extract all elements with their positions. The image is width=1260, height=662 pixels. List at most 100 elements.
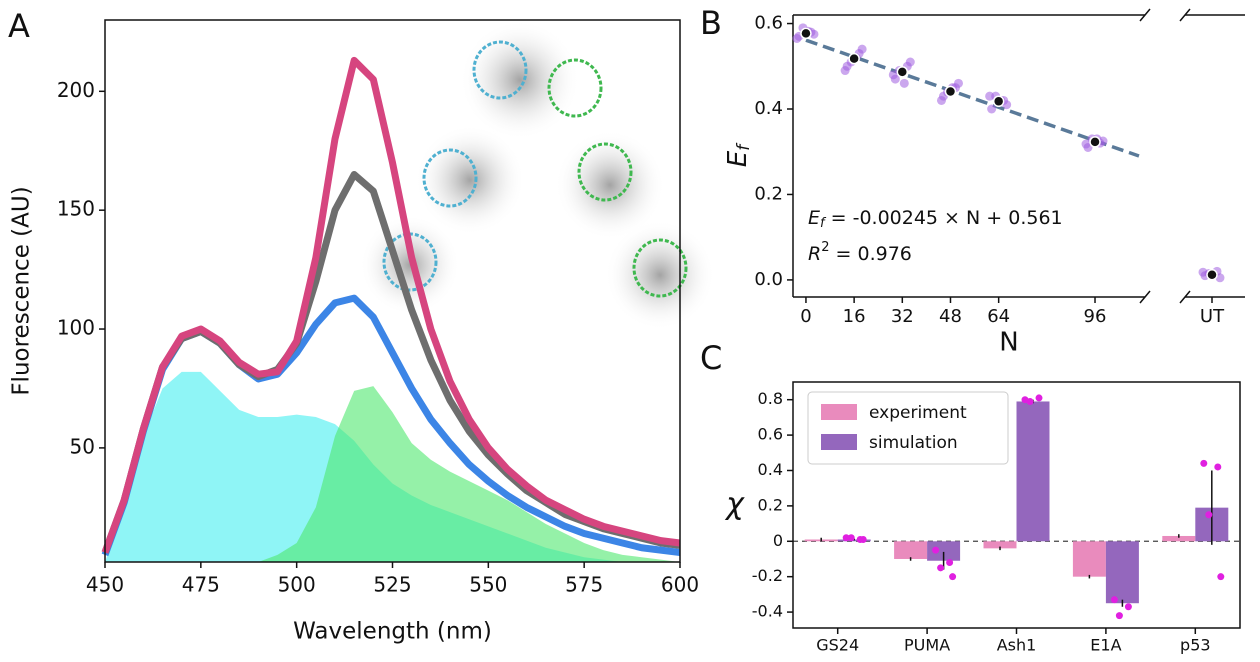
sample-point <box>1026 397 1034 405</box>
x-tick-label: 16 <box>843 306 866 327</box>
legend-box <box>807 391 1009 465</box>
y-tick-label: 0.0 <box>754 269 783 290</box>
y-tick-label: 50 <box>70 434 95 458</box>
protein-illustration <box>605 220 715 330</box>
panel-label: A <box>8 7 30 45</box>
protein-illustration <box>577 142 633 202</box>
x-tick-label: GS24 <box>816 636 859 655</box>
y-tick-label: 0.2 <box>758 495 783 514</box>
x-tick-label: 96 <box>1084 306 1107 327</box>
line <box>101 56 681 554</box>
bar <box>894 541 928 559</box>
protein-illustration <box>547 58 603 118</box>
sample-point <box>1205 511 1213 519</box>
sample-point <box>985 91 995 101</box>
y-tick-label: 0.6 <box>754 13 783 34</box>
sample-point <box>987 104 997 114</box>
axis-break <box>1179 290 1191 304</box>
axis-break <box>1139 8 1151 22</box>
y-tick-label: 100 <box>57 316 95 340</box>
fit-line <box>805 38 1140 158</box>
sample-point <box>1217 573 1225 581</box>
sample-point <box>1081 139 1091 149</box>
mean-point <box>1206 269 1218 281</box>
legend-swatch <box>821 404 857 420</box>
annotation-symbol: E <box>808 207 820 229</box>
axis-break <box>1179 8 1191 22</box>
legend-label: experiment <box>869 403 967 423</box>
x-tick-label: 64 <box>987 306 1010 327</box>
protein-illustration <box>632 238 688 298</box>
x-tick-label: 450 <box>86 573 124 597</box>
x-tick-label: 32 <box>891 306 914 327</box>
x-tick-label: E1A <box>1090 636 1121 655</box>
x-axis-label: N <box>999 328 1018 358</box>
sample-point <box>847 534 855 542</box>
area <box>105 371 680 562</box>
sample-point <box>905 57 915 67</box>
y-tick-label: 150 <box>57 197 95 221</box>
protein-illustration <box>472 40 528 100</box>
x-tick-label: 550 <box>469 573 507 597</box>
y-axis-label: Fluorescence (AU) <box>9 186 35 395</box>
annotation-superscript: 2 <box>821 240 829 255</box>
mean-point <box>1089 136 1101 148</box>
sample-point <box>1200 459 1208 467</box>
bar <box>983 541 1017 549</box>
sample-point <box>859 536 867 544</box>
annotation-text: = 0.976 <box>829 243 911 265</box>
mean-point <box>992 95 1005 108</box>
annotation: Ef = -0.00245 × N + 0.561 <box>808 207 1063 231</box>
y-tick-label: 0 <box>773 531 783 550</box>
sample-point <box>1110 596 1118 604</box>
x-tick-label: p53 <box>1180 636 1211 655</box>
x-tick-label: 575 <box>565 573 603 597</box>
sample-point <box>949 573 957 581</box>
annotation: R2 = 0.976 <box>808 240 912 265</box>
mean-point <box>944 85 957 98</box>
x-tick-label: UT <box>1200 306 1225 327</box>
y-tick-label: 0.4 <box>758 460 783 479</box>
x-tick-label: 0 <box>800 306 811 327</box>
bar <box>1016 401 1050 542</box>
mean-point <box>848 52 860 65</box>
y-axis-label: χ <box>724 487 745 522</box>
y-tick-label: 200 <box>57 78 95 102</box>
x-tick-label: 48 <box>939 306 962 327</box>
sample-point <box>1115 612 1123 620</box>
bar <box>1105 541 1139 604</box>
y-label-subscript: f <box>734 142 754 151</box>
sample-point <box>932 546 940 554</box>
x-tick-label: 500 <box>278 573 316 597</box>
annotation-subscript: f <box>820 216 827 231</box>
protein-illustration <box>422 148 478 208</box>
x-axis-label: Wavelength (nm) <box>293 619 492 645</box>
bar <box>927 541 961 561</box>
bar <box>1162 535 1196 542</box>
axis-break <box>1139 290 1151 304</box>
y-tick-label: -0.2 <box>752 566 783 585</box>
sample-point <box>937 564 945 572</box>
sample-point <box>1215 273 1225 283</box>
sample-point <box>840 66 850 76</box>
x-tick-label: 600 <box>661 573 699 597</box>
protein-illustration <box>460 20 580 140</box>
y-axis-label: Ef <box>723 142 755 167</box>
x-tick-label: PUMA <box>904 636 950 655</box>
mean-point <box>800 27 812 40</box>
mean-point <box>896 66 909 78</box>
y-tick-label: -0.4 <box>752 602 783 621</box>
sample-point <box>946 559 954 567</box>
y-label-symbol: E <box>723 150 753 167</box>
sample-point <box>1035 394 1043 402</box>
legend-swatch <box>821 434 857 450</box>
area <box>105 386 680 562</box>
sample-point <box>936 95 946 105</box>
sample-point <box>1198 267 1208 277</box>
x-tick-label: Ash1 <box>997 636 1037 655</box>
annotation-text: = -0.00245 × N + 0.561 <box>825 207 1063 229</box>
x-tick-label: 475 <box>182 573 220 597</box>
panel-label: C <box>700 339 722 377</box>
legend-label: simulation <box>869 433 958 453</box>
